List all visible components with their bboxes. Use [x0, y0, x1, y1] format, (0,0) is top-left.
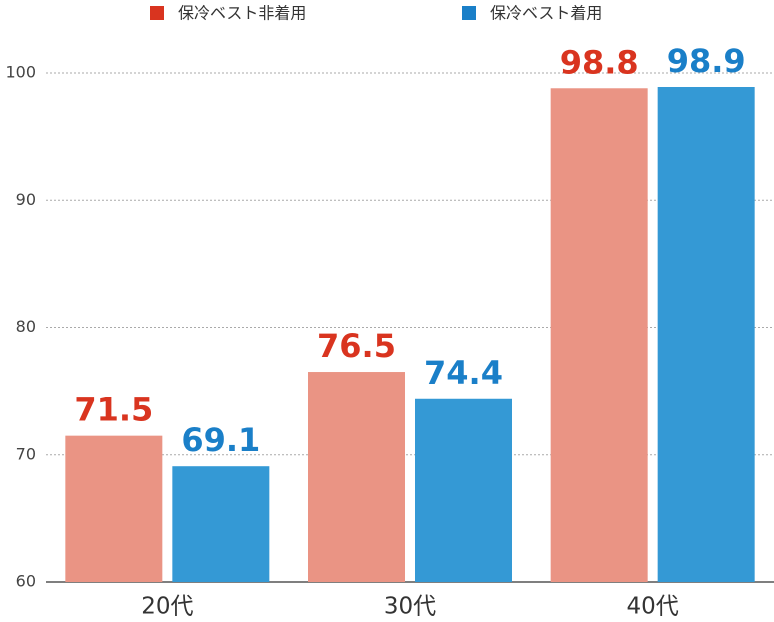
- legend-swatch: [462, 6, 476, 20]
- bar: [657, 86, 755, 582]
- value-label: 74.4: [424, 354, 503, 392]
- value-label: 76.5: [317, 327, 396, 365]
- value-label: 98.9: [667, 42, 746, 80]
- bar: [172, 466, 270, 582]
- y-tick-label: 70: [16, 444, 36, 463]
- bar: [308, 372, 405, 582]
- legend-swatch: [150, 6, 164, 20]
- value-label: 71.5: [74, 391, 153, 429]
- bar: [550, 88, 648, 583]
- x-tick-label: 20代: [141, 594, 193, 620]
- y-tick-label: 100: [5, 63, 36, 82]
- y-tick-label: 90: [16, 190, 36, 209]
- y-tick-label: 60: [16, 572, 36, 591]
- bar: [65, 435, 163, 582]
- value-label: 98.8: [560, 43, 639, 81]
- bar: [415, 398, 512, 582]
- legend-label: 保冷ベスト着用: [490, 4, 602, 23]
- y-tick-label: 80: [16, 317, 36, 336]
- legend-label: 保冷ベスト非着用: [178, 4, 306, 23]
- x-tick-label: 30代: [384, 594, 436, 620]
- x-tick-label: 40代: [627, 594, 679, 620]
- value-label: 69.1: [181, 421, 260, 459]
